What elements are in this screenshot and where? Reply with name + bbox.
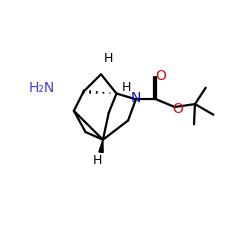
- Text: H: H: [121, 81, 131, 94]
- Polygon shape: [99, 140, 103, 152]
- Text: O: O: [155, 69, 166, 83]
- Text: H₂N: H₂N: [28, 81, 54, 95]
- Text: H: H: [104, 52, 113, 65]
- Text: O: O: [172, 102, 183, 116]
- Text: H: H: [92, 154, 102, 167]
- Text: N: N: [131, 91, 141, 105]
